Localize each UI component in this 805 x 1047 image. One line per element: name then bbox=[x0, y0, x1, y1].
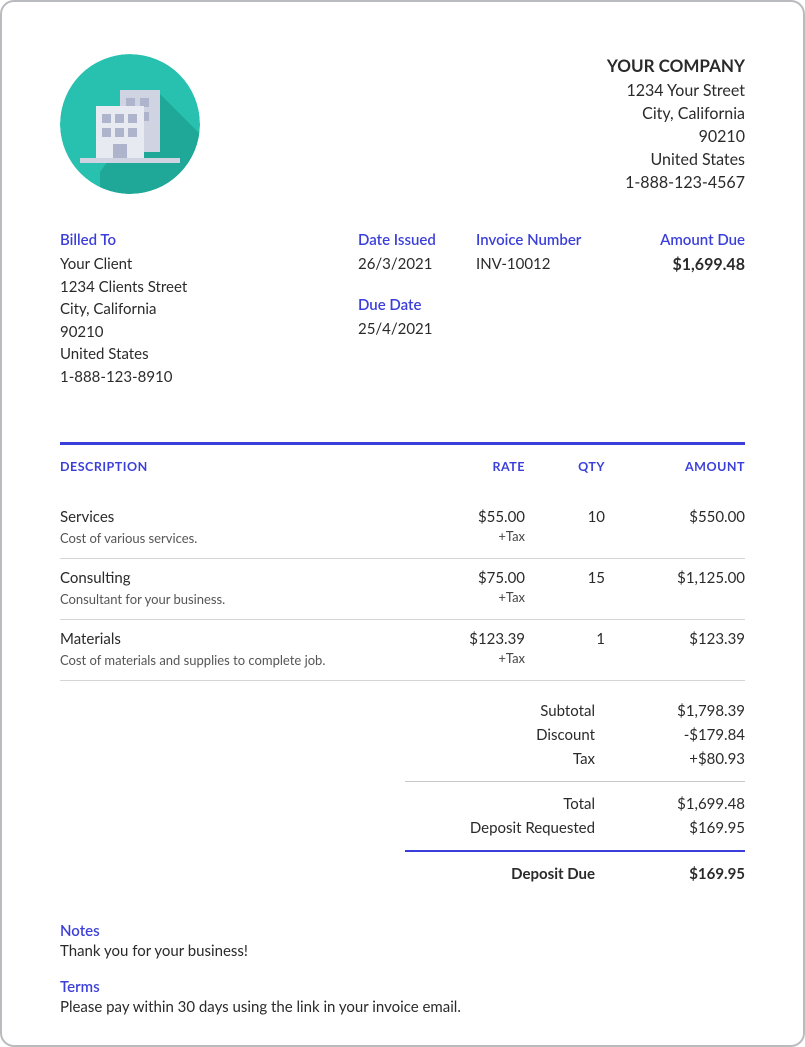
client-name: Your Client bbox=[60, 253, 340, 276]
deposit-due-row: Deposit Due $169.95 bbox=[405, 862, 745, 886]
items-body: Services Cost of various services. $55.00 +… bbox=[60, 498, 745, 681]
items-top-rule bbox=[60, 442, 745, 445]
terms-text: Please pay within 30 days using the link… bbox=[60, 998, 745, 1016]
invoice-number-label: Invoice Number bbox=[476, 229, 596, 252]
item-name: Materials bbox=[60, 630, 425, 648]
totals-rule-2 bbox=[405, 850, 745, 852]
discount-value: -$179.84 bbox=[625, 726, 745, 744]
company-phone: 1-888-123-4567 bbox=[607, 171, 745, 194]
item-qty: 15 bbox=[525, 569, 605, 587]
invoice-number-block: Invoice Number INV-10012 bbox=[476, 229, 596, 389]
deposit-req-value: $169.95 bbox=[625, 819, 745, 837]
tax-row: Tax +$80.93 bbox=[405, 747, 745, 771]
dates-block: Date Issued 26/3/2021 Due Date 25/4/2021 bbox=[358, 229, 458, 389]
notes-text: Thank you for your business! bbox=[60, 942, 745, 960]
amount-due-block: Amount Due $1,699.48 bbox=[614, 229, 745, 389]
item-rate: $55.00 bbox=[478, 508, 525, 526]
company-address-block: YOUR COMPANY 1234 Your Street City, Cali… bbox=[607, 54, 745, 195]
client-street: 1234 Clients Street bbox=[60, 276, 340, 299]
total-label: Total bbox=[405, 795, 625, 813]
item-name: Services bbox=[60, 508, 425, 526]
table-row: Services Cost of various services. $55.00 +… bbox=[60, 498, 745, 559]
deposit-req-label: Deposit Requested bbox=[405, 819, 625, 837]
deposit-due-value: $169.95 bbox=[625, 865, 745, 883]
client-country: United States bbox=[60, 343, 340, 366]
company-zip: 90210 bbox=[607, 125, 745, 148]
discount-label: Discount bbox=[405, 726, 625, 744]
client-zip: 90210 bbox=[60, 321, 340, 344]
company-name: YOUR COMPANY bbox=[607, 54, 745, 79]
col-rate: RATE bbox=[425, 459, 525, 474]
total-row: Total $1,699.48 bbox=[405, 792, 745, 816]
due-date-label: Due Date bbox=[358, 294, 458, 317]
subtotal-row: Subtotal $1,798.39 bbox=[405, 699, 745, 723]
invoice-meta: Billed To Your Client 1234 Clients Stree… bbox=[60, 229, 745, 389]
company-country: United States bbox=[607, 148, 745, 171]
subtotal-label: Subtotal bbox=[405, 702, 625, 720]
item-tax-note: +Tax bbox=[425, 650, 525, 666]
client-phone: 1-888-123-8910 bbox=[60, 366, 340, 389]
col-description: DESCRIPTION bbox=[60, 459, 425, 474]
company-logo-icon bbox=[60, 54, 200, 194]
item-description: Cost of various services. bbox=[60, 530, 425, 546]
company-city-state: City, California bbox=[607, 102, 745, 125]
col-qty: QTY bbox=[525, 459, 605, 474]
items-header-row: DESCRIPTION RATE QTY AMOUNT bbox=[60, 459, 745, 498]
amount-due-value: $1,699.48 bbox=[614, 253, 745, 277]
company-street: 1234 Your Street bbox=[607, 79, 745, 102]
table-row: Materials Cost of materials and supplies … bbox=[60, 620, 745, 681]
deposit-due-label: Deposit Due bbox=[405, 865, 625, 883]
item-rate: $123.39 bbox=[469, 630, 525, 648]
deposit-requested-row: Deposit Requested $169.95 bbox=[405, 816, 745, 840]
item-description: Consultant for your business. bbox=[60, 591, 425, 607]
item-tax-note: +Tax bbox=[425, 528, 525, 544]
due-date-value: 25/4/2021 bbox=[358, 318, 458, 341]
item-qty: 10 bbox=[525, 508, 605, 526]
totals-block: Subtotal $1,798.39 Discount -$179.84 Tax… bbox=[405, 699, 745, 886]
discount-row: Discount -$179.84 bbox=[405, 723, 745, 747]
invoice-number-value: INV-10012 bbox=[476, 253, 596, 276]
tax-label: Tax bbox=[405, 750, 625, 768]
item-rate: $75.00 bbox=[478, 569, 525, 587]
billed-to-block: Billed To Your Client 1234 Clients Stree… bbox=[60, 229, 340, 389]
terms-block: Terms Please pay within 30 days using th… bbox=[60, 978, 745, 1016]
item-amount: $123.39 bbox=[605, 630, 745, 648]
col-amount: AMOUNT bbox=[605, 459, 745, 474]
date-issued-value: 26/3/2021 bbox=[358, 253, 458, 276]
amount-due-label: Amount Due bbox=[614, 229, 745, 252]
notes-label: Notes bbox=[60, 922, 745, 940]
subtotal-value: $1,798.39 bbox=[625, 702, 745, 720]
item-tax-note: +Tax bbox=[425, 589, 525, 605]
tax-value: +$80.93 bbox=[625, 750, 745, 768]
item-description: Cost of materials and supplies to comple… bbox=[60, 652, 425, 668]
item-amount: $550.00 bbox=[605, 508, 745, 526]
invoice-header: YOUR COMPANY 1234 Your Street City, Cali… bbox=[60, 54, 745, 195]
item-amount: $1,125.00 bbox=[605, 569, 745, 587]
terms-label: Terms bbox=[60, 978, 745, 996]
totals-rule-1 bbox=[405, 781, 745, 782]
item-qty: 1 bbox=[525, 630, 605, 648]
date-issued-label: Date Issued bbox=[358, 229, 458, 252]
client-city: City, California bbox=[60, 298, 340, 321]
billed-to-label: Billed To bbox=[60, 229, 340, 252]
total-value: $1,699.48 bbox=[625, 795, 745, 813]
notes-block: Notes Thank you for your business! bbox=[60, 922, 745, 960]
table-row: Consulting Consultant for your business. $… bbox=[60, 559, 745, 620]
item-name: Consulting bbox=[60, 569, 425, 587]
